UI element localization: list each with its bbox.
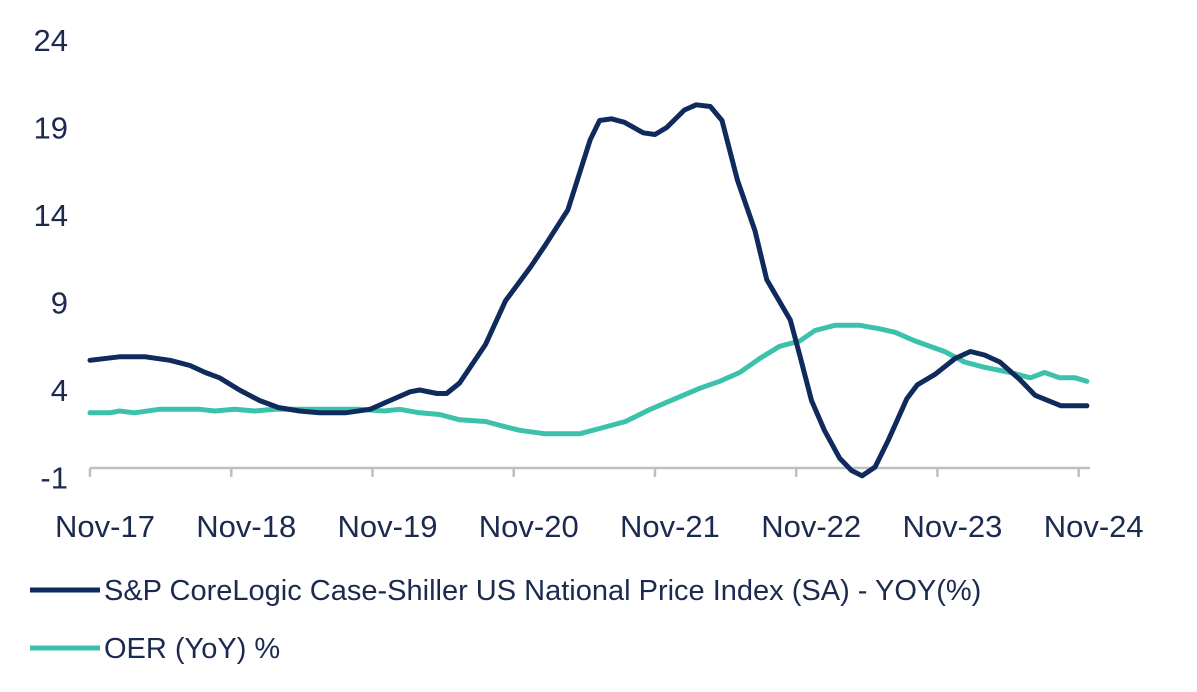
x-tick-label: Nov-23: [902, 509, 1002, 544]
x-axis: Nov-17 Nov-18 Nov-19 Nov-20 Nov-21 Nov-22 Nov-…: [55, 466, 1144, 544]
legend: S&P CoreLogic Case-Shiller US National P…: [30, 575, 981, 665]
legend-label: OER (YoY) %: [104, 633, 280, 665]
y-tick-label: 9: [51, 286, 68, 321]
y-axis-labels: 24 19 14 9 4 -1: [34, 23, 68, 496]
x-tick-label: Nov-17: [55, 509, 155, 544]
x-tick-label: Nov-21: [620, 509, 720, 544]
y-tick-label: 24: [34, 23, 68, 58]
legend-label: S&P CoreLogic Case-Shiller US National P…: [104, 575, 981, 607]
x-tick-label: Nov-20: [479, 509, 579, 544]
x-tick-label: Nov-19: [338, 509, 438, 544]
y-tick-label: -1: [40, 461, 68, 496]
y-tick-label: 4: [51, 373, 68, 408]
x-tick-label: Nov-22: [761, 509, 861, 544]
y-tick-label: 14: [34, 198, 68, 233]
oer-series-line: [87, 322, 1090, 437]
x-tick-label: Nov-18: [196, 509, 296, 544]
y-tick-label: 19: [34, 111, 68, 146]
case-shiller-series-line: [87, 102, 1090, 479]
series-lines: [87, 102, 1090, 479]
x-tick-label: Nov-24: [1044, 509, 1144, 544]
